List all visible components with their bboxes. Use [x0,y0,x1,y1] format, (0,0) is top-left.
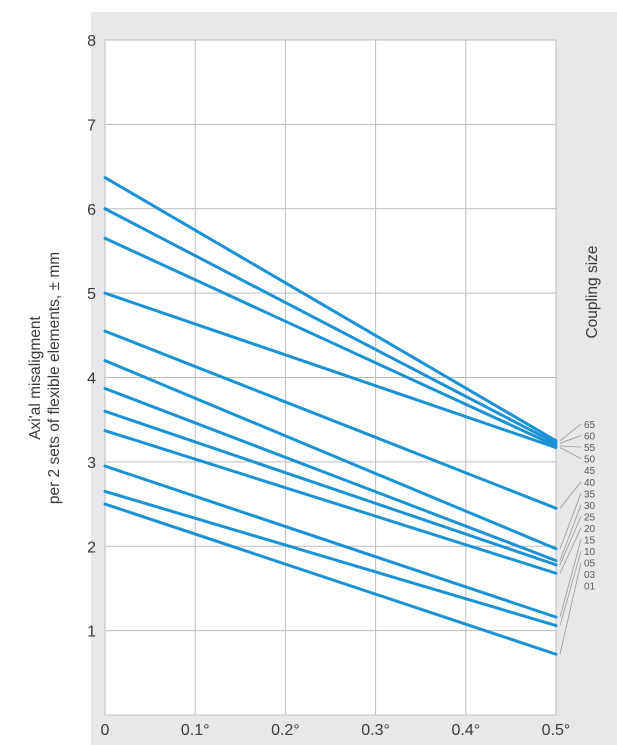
coupling-size-65: 65 [584,420,596,431]
leader-line [559,481,582,509]
leader-line [559,447,582,460]
series-line-60 [103,207,558,445]
tick-labels: 0 0.1° 0.2° 0.3° 0.4° 0.5° 1 2 3 4 5 6 7 8 [87,33,570,739]
x-tick-label: 0 [101,722,110,739]
coupling-size-30: 30 [584,501,596,512]
y-tick-label: 2 [87,539,96,556]
y-tick-label: 3 [87,455,96,472]
leader-line [559,516,582,565]
series-line-20 [103,464,558,619]
series-line-15 [103,489,558,628]
coupling-size-label: Coupling size [584,245,601,338]
y-axis-label-line1: Axi'al misaligment [27,316,44,440]
series-line-25 [103,429,558,575]
x-tick-label: 0.4° [451,722,480,739]
series-line-10 [103,502,558,656]
series-line-45 [103,329,558,510]
y-tick-label: 5 [87,286,96,303]
coupling-size-35: 35 [584,489,596,500]
series-line-65 [103,176,558,443]
leader-line [559,550,582,626]
leader-line [559,423,582,442]
series-line-30 [103,409,558,567]
series-group [103,176,558,656]
leader-line [559,562,582,655]
coupling-size-01: 01 [584,582,596,593]
series-line-40 [103,359,558,551]
leader-line [559,435,582,444]
leader-line [559,504,582,561]
coupling-size-45: 45 [584,466,596,477]
x-tick-label: 0.2° [271,722,300,739]
coupling-size-10: 10 [584,547,596,558]
y-axis-label-line2: per 2 sets of flexible elements, ± mm [46,252,63,504]
coupling-size-40: 40 [584,478,596,489]
leader-line [559,539,582,618]
x-tick-label: 0.3° [361,722,390,739]
coupling-size-03: 03 [584,570,596,581]
x-tick-label: 0.1° [181,722,210,739]
leader-line [559,445,582,448]
coupling-size-20: 20 [584,524,596,535]
leader-line [559,527,582,574]
coupling-size-55: 55 [584,443,596,454]
coupling-size-25: 25 [584,512,596,523]
y-tick-label: 7 [87,117,96,134]
series-line-50 [103,291,558,450]
coupling-size-05: 05 [584,559,596,570]
y-tick-label: 4 [87,371,96,388]
y-tick-label: 8 [87,33,96,50]
y-tick-label: 6 [87,202,96,219]
grid [105,40,556,715]
series-line-55 [103,236,558,448]
coupling-size-60: 60 [584,432,596,443]
coupling-size-15: 15 [584,536,596,547]
leader-line [559,493,582,549]
coupling-size-50: 50 [584,455,596,466]
x-tick-label: 0.5° [542,722,571,739]
y-tick-label: 1 [87,624,96,641]
series-line-35 [103,386,558,563]
